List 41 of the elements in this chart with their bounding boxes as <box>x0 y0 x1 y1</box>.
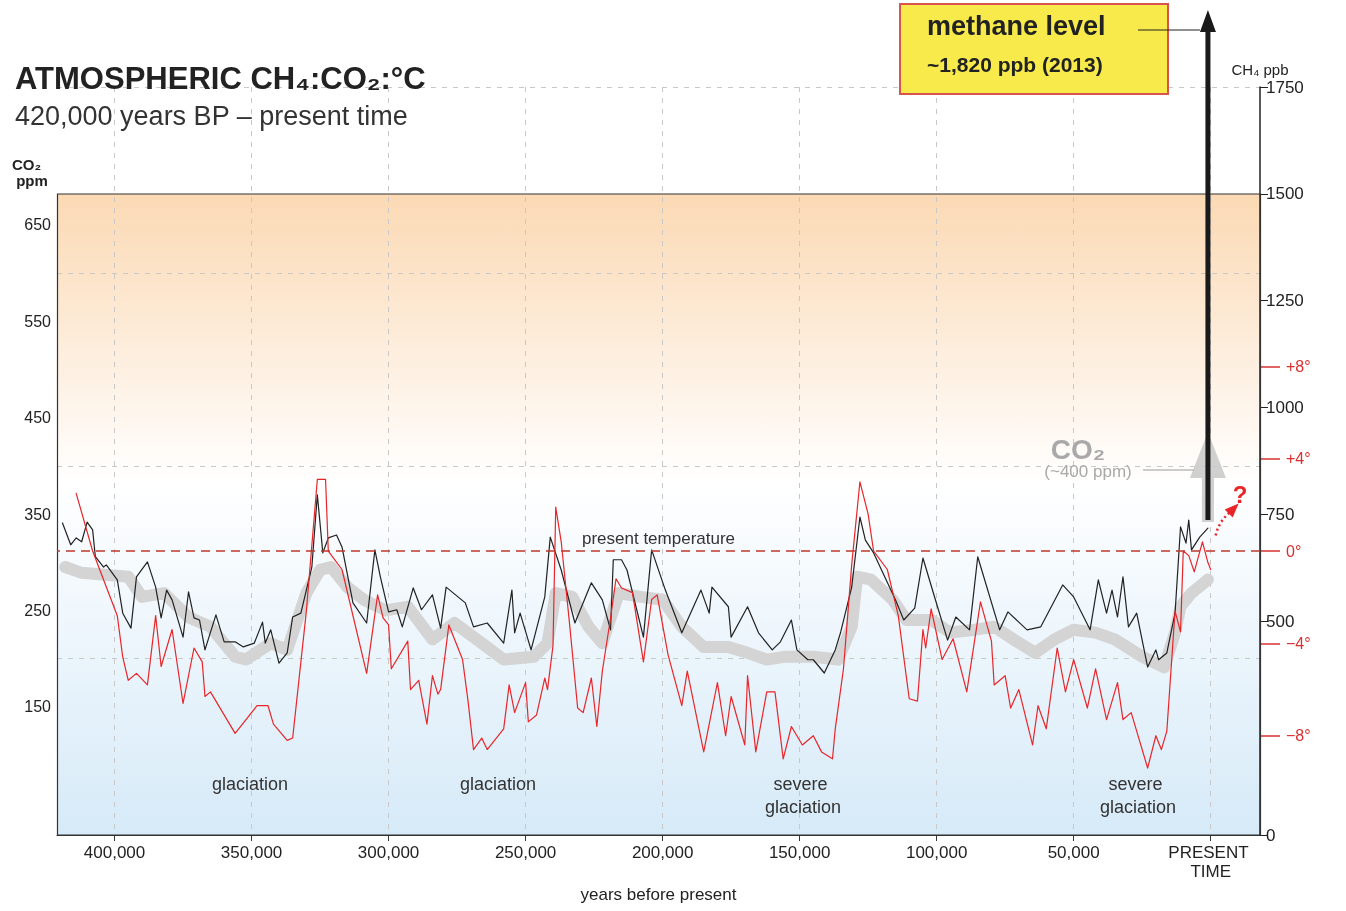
y2-tick-label: 1000 <box>1266 398 1304 418</box>
y2-tick-label: 0 <box>1266 825 1276 845</box>
y3-tick-label: −8° <box>1286 727 1311 745</box>
x-tick-label: 350,000 <box>220 843 283 862</box>
y-axis-title: CO₂ ppm <box>12 155 48 189</box>
y2-tick-label: 1250 <box>1266 291 1304 311</box>
y-tick-label: 150 <box>24 698 52 716</box>
y3-tick-label: +8° <box>1286 357 1311 375</box>
y-tick-label: 350 <box>24 505 52 523</box>
annotation: severe glaciation <box>1099 773 1177 817</box>
x-tick-label: 200,000 <box>631 843 694 862</box>
chart-title: ATMOSPHERIC CH₄:CO₂:°C <box>15 61 426 96</box>
annotation: glaciation <box>459 774 537 794</box>
x-axis-title: years before present <box>580 884 737 904</box>
y-tick-label: 450 <box>24 409 52 427</box>
x-tick-label: 150,000 <box>768 843 831 862</box>
y-tick-label: 250 <box>24 601 52 619</box>
y3-tick-label: 0° <box>1286 542 1302 560</box>
y-tick-label: 550 <box>24 312 52 330</box>
y3-tick-label: +4° <box>1286 450 1311 468</box>
y2-tick-label: 750 <box>1266 504 1295 524</box>
ref-line-label: present temperature <box>581 529 736 549</box>
y2-tick-label: 1750 <box>1266 77 1304 97</box>
x-tick-label: 50,000 <box>1047 843 1100 862</box>
x-tick-label: 100,000 <box>905 843 968 862</box>
annotation: severe glaciation <box>764 773 842 817</box>
line-series <box>75 478 1212 769</box>
text-box: methane level ~1,820 ppb (2013) <box>899 3 1169 95</box>
y3-tick-label: −4° <box>1286 634 1311 652</box>
text: 420,000 years BP – present time <box>15 100 408 131</box>
y-tick-label: 650 <box>24 216 52 234</box>
y2-tick-label: 1500 <box>1266 184 1304 204</box>
x-tick-label: 250,000 <box>494 843 557 862</box>
y2-axis-title: CH₄ ppb <box>1231 61 1289 78</box>
x-tick-label: PRESENT TIME <box>1168 843 1254 881</box>
y2-tick-label: 500 <box>1266 611 1295 631</box>
annotation: ? <box>1232 480 1248 508</box>
line-series <box>61 494 1209 674</box>
annotation: glaciation <box>211 774 289 794</box>
x-tick-label: 400,000 <box>83 843 146 862</box>
x-tick-label: 300,000 <box>357 843 420 862</box>
